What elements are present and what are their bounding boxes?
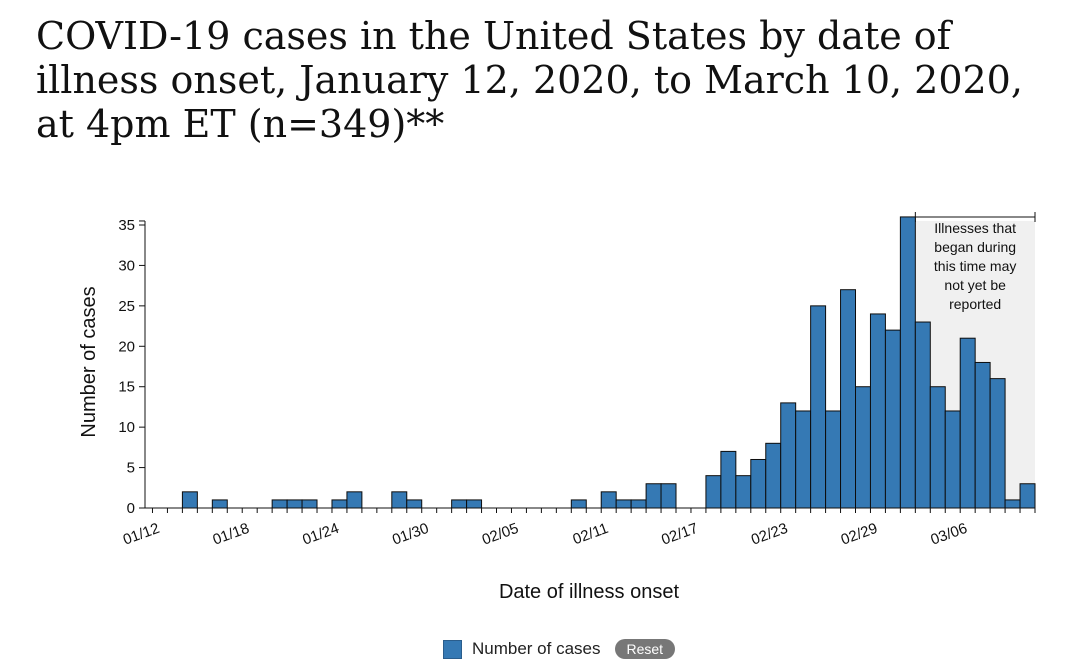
bar[interactable]: 02/12: 1 (615, 499, 632, 509)
x-tick-label: 01/24 (300, 520, 341, 549)
x-tick-label: 02/17 (659, 520, 700, 549)
bar[interactable]: 02/09: 1 (570, 499, 587, 509)
bar[interactable]: 02/11: 2 (600, 491, 617, 509)
bar[interactable]: 03/07: 18 (974, 361, 991, 509)
bar[interactable]: 01/16: 1 (211, 499, 228, 509)
bar[interactable]: 02/27: 27 (840, 289, 857, 509)
y-tick-label: 35 (118, 217, 135, 234)
y-axis-label: Number of cases (78, 286, 100, 437)
bar[interactable]: 02/15: 3 (660, 483, 677, 509)
bar[interactable]: 03/02: 36 (899, 216, 916, 509)
x-axis-label: Date of illness onset (499, 581, 680, 603)
bar[interactable]: 02/21: 6 (750, 458, 767, 509)
bar[interactable]: 01/29: 1 (406, 499, 423, 509)
y-tick-label: 20 (118, 338, 135, 355)
bar[interactable]: 02/14: 3 (645, 483, 662, 509)
legend: Number of cases Reset (443, 636, 676, 662)
bar[interactable]: 02/28: 15 (855, 386, 871, 509)
bar[interactable]: 02/26: 12 (825, 410, 842, 509)
x-tick-label: 02/29 (839, 520, 880, 549)
bar[interactable]: 03/03: 23 (914, 321, 931, 509)
bar[interactable]: 02/01: 1 (451, 499, 468, 509)
bar[interactable]: 03/06: 21 (959, 337, 976, 509)
reset-button[interactable]: Reset (614, 639, 676, 659)
bar[interactable]: 02/25: 25 (810, 305, 827, 509)
y-tick-label: 5 (127, 460, 135, 477)
bar[interactable]: 02/19: 7 (720, 450, 737, 509)
shaded-region-note-line: Illnesses that (934, 220, 1016, 236)
bar[interactable]: 02/13: 1 (630, 499, 647, 509)
x-tick-label: 02/11 (571, 520, 611, 548)
bar[interactable]: 03/10: 3 (1019, 483, 1036, 509)
bar[interactable]: 03/08: 16 (989, 378, 1006, 509)
y-tick-label: 0 (127, 500, 135, 517)
bar[interactable]: 02/18: 4 (705, 475, 722, 509)
y-tick-label: 15 (118, 379, 135, 396)
bar[interactable]: 03/04: 15 (929, 386, 946, 509)
bar[interactable]: 01/21: 1 (286, 499, 303, 509)
bar[interactable]: 01/22: 1 (301, 499, 318, 509)
shaded-region-note-line: this time may (934, 258, 1016, 274)
x-tick-label: 01/30 (390, 520, 431, 549)
bar[interactable]: 03/05: 12 (944, 410, 961, 509)
bar[interactable]: 01/28: 2 (391, 491, 408, 509)
bar[interactable]: 03/01: 22 (884, 329, 901, 509)
bar[interactable]: 02/23: 13 (780, 402, 797, 509)
shaded-region-note-line: began during (934, 239, 1016, 255)
legend-swatch[interactable] (443, 639, 462, 659)
y-tick-label: 25 (118, 298, 135, 315)
bar[interactable]: 02/24: 12 (795, 410, 812, 509)
bar[interactable]: 01/24: 1 (331, 499, 348, 509)
bar[interactable]: 01/14: 2 (181, 491, 198, 509)
x-tick-label: 02/23 (749, 520, 790, 549)
x-tick-label: 01/12 (121, 520, 162, 549)
chart-title: COVID-19 cases in the United States by d… (36, 14, 1023, 146)
shaded-region-note-line: reported (949, 296, 1001, 312)
x-tick-label: 02/05 (480, 520, 521, 549)
bar[interactable]: 02/20: 4 (735, 475, 752, 509)
bar[interactable]: 01/25: 2 (346, 491, 363, 509)
bar[interactable]: 02/02: 1 (466, 499, 483, 509)
y-tick-label: 30 (118, 257, 135, 274)
x-tick-label: 03/06 (928, 520, 969, 549)
legend-label[interactable]: Number of cases (472, 639, 601, 658)
y-tick-label: 10 (118, 419, 135, 436)
bar[interactable]: 02/22: 8 (765, 442, 782, 509)
bar[interactable]: 03/09: 1 (1004, 499, 1021, 509)
shaded-region-note-line: not yet be (944, 277, 1006, 293)
bar[interactable]: 02/29: 24 (869, 313, 886, 509)
x-tick-label: 01/18 (210, 520, 251, 549)
bar[interactable]: 01/20: 1 (271, 499, 288, 509)
